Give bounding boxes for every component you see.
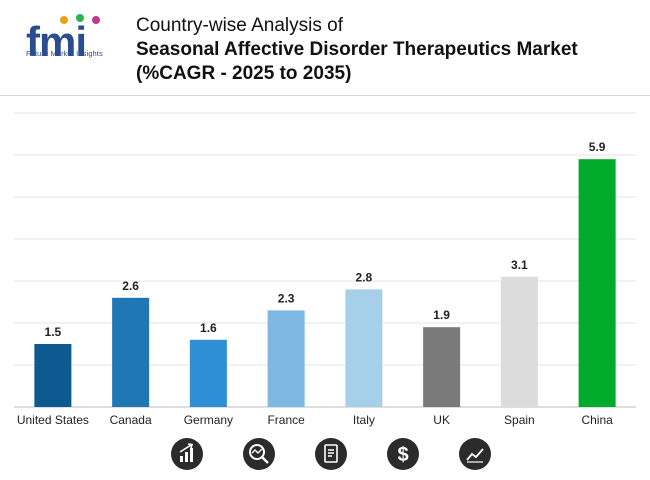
- line-trend-icon: [459, 438, 491, 470]
- svg-text:$: $: [397, 444, 408, 466]
- x-tick-label: China: [581, 413, 613, 427]
- data-label: 2.6: [122, 279, 139, 293]
- bar-china: [578, 159, 616, 407]
- data-label: 1.6: [200, 321, 217, 335]
- bar-canada: [112, 297, 150, 407]
- title-line-1: Country-wise Analysis of: [136, 15, 343, 36]
- data-label: 1.5: [45, 325, 62, 339]
- magnifier-chart-icon: [243, 438, 275, 470]
- header: fmi Future Market Insights Country-wise …: [0, 0, 650, 96]
- bar-france: [267, 310, 305, 407]
- bar-spain: [500, 276, 538, 407]
- x-tick-label: Spain: [504, 413, 535, 427]
- fmi-logo: fmi: [22, 12, 118, 72]
- logo-subtext: Future Market Insights: [26, 49, 103, 58]
- x-tick-label: United States: [17, 413, 89, 427]
- data-label: 3.1: [511, 258, 528, 272]
- bar-united-states: [34, 344, 72, 407]
- document-icon: [315, 438, 347, 470]
- data-label: 2.8: [356, 270, 373, 284]
- x-tick-label: France: [267, 413, 305, 427]
- x-tick-label: UK: [433, 413, 450, 427]
- data-label: 2.3: [278, 291, 295, 305]
- bar-germany: [189, 339, 227, 407]
- x-tick-label: Germany: [184, 413, 233, 427]
- svg-text:fmi: fmi: [26, 18, 86, 65]
- dollar-icon: $: [387, 438, 419, 470]
- title-line-2: Seasonal Affective Disorder Therapeutics…: [136, 39, 578, 60]
- title-block: Country-wise Analysis of Seasonal Affect…: [136, 14, 641, 86]
- x-tick-label: Canada: [110, 413, 152, 427]
- bar-italy: [345, 289, 383, 407]
- title-line-3: (%CAGR - 2025 to 2035): [136, 63, 352, 84]
- data-label: 5.9: [589, 140, 606, 154]
- bar-growth-icon: [171, 438, 203, 470]
- logo-mark-icon: fmi: [26, 14, 100, 65]
- footer-icons: $: [0, 436, 650, 476]
- chart-svg: 1.5 United States 2.6 Canada 1.6 Germany 2.3 Fr…: [14, 112, 636, 427]
- data-label: 1.9: [433, 308, 450, 322]
- bar-uk: [423, 327, 461, 407]
- x-tick-label: Italy: [353, 413, 375, 427]
- bar-chart: 1.5 United States 2.6 Canada 1.6 Germany 2.3 Fr…: [0, 96, 650, 436]
